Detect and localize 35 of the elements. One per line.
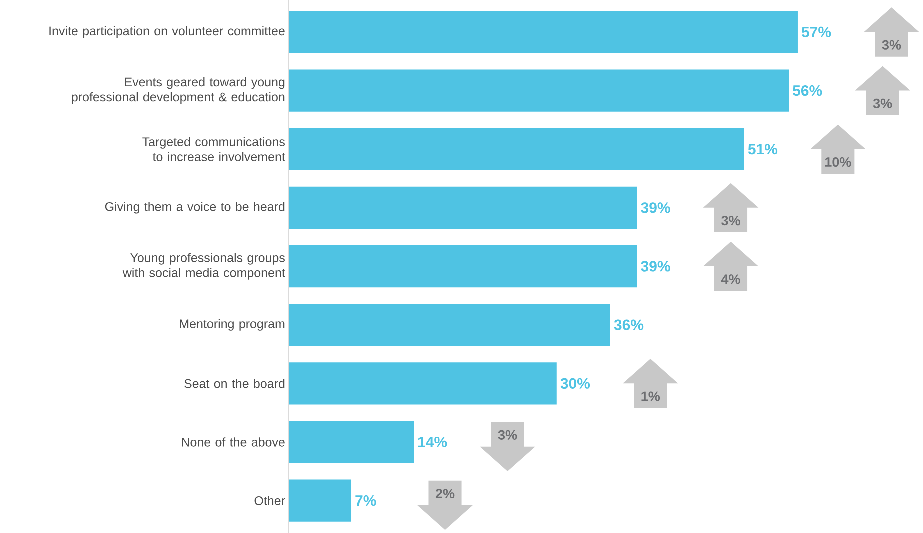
bar [289,186,638,230]
bar [289,304,610,346]
y-tick-label: Invite participation on volunteer committee [50,26,285,38]
y-tick-label: Young professionals groups with social media component [122,253,286,280]
text: 3% [882,40,902,50]
y-tick-label: Targeted communications to increase involvement [142,137,286,162]
y-tick-label: Giving them a voice to be heard [105,202,285,214]
text: 10% [826,157,852,168]
bar [289,128,744,170]
data-label: 39% [641,261,670,272]
bar [289,421,414,464]
data-label: 39% [641,202,670,214]
annotation: 3% [498,430,518,440]
y-tick-label: Events geared toward young professional development & education [72,77,285,104]
y-tick-label: Mentoring program [180,319,285,331]
annotation: 2% [436,489,455,499]
data-label: 36% [614,320,644,330]
bar [289,70,790,112]
y-tick-label: Other [254,496,286,506]
bar [289,362,557,405]
text: 3% [873,98,892,108]
data-label: 56% [793,85,822,96]
annotation: 3% [722,216,740,226]
annotation: 1% [642,392,660,402]
bar [289,11,798,54]
data-label: 51% [748,144,778,155]
bar [289,245,638,288]
y-tick-label: None of the above [182,438,285,447]
data-label: 30% [560,378,590,389]
data-label: 7% [356,496,376,506]
data-label: 57% [802,26,832,38]
annotation: 4% [721,274,740,284]
data-label: 14% [418,436,448,448]
y-tick-label: Seat on the board [184,379,285,388]
bar [289,480,352,522]
